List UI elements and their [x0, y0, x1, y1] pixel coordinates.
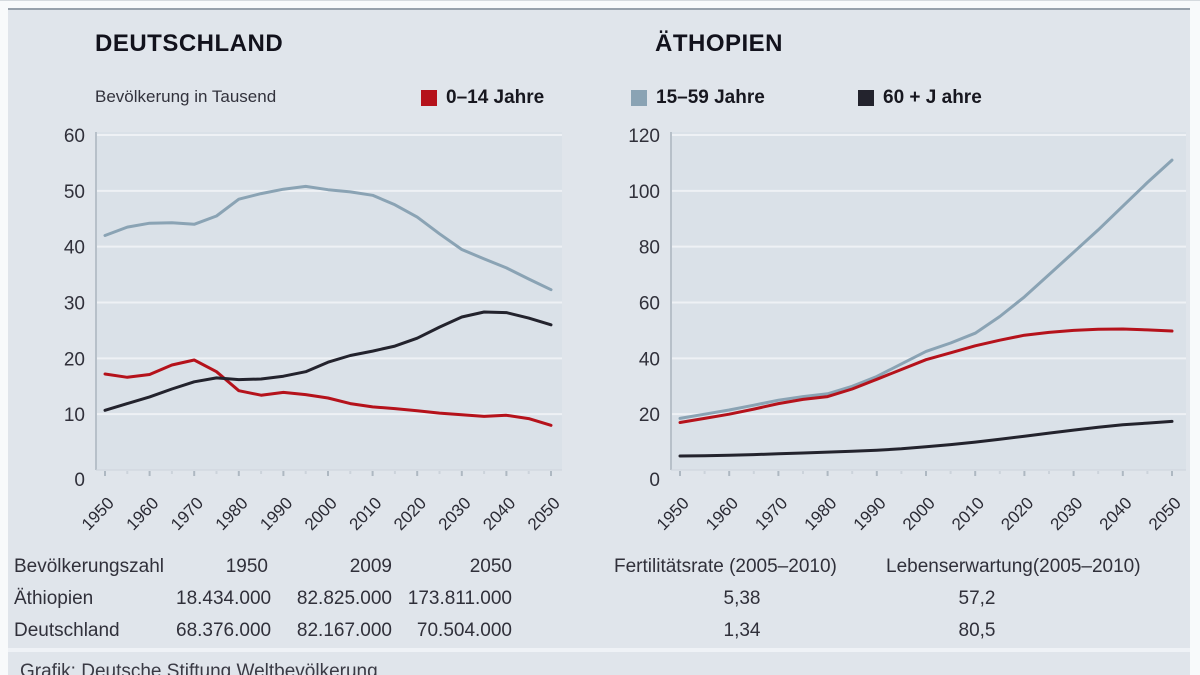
cell-value: 173.811.000 [407, 588, 512, 609]
row-name: Deutschland [14, 620, 120, 641]
y-tick-label: 0 [649, 470, 660, 491]
row-name: Äthiopien [14, 588, 94, 609]
x-tick-label: 2050 [524, 494, 564, 534]
x-tick-label: 2030 [1047, 494, 1087, 534]
fertility-aethiopien: 5,38 [723, 588, 761, 609]
x-tick-label: 1950 [78, 494, 118, 534]
population-table-col-1950: 1950 [225, 556, 268, 577]
population-table-col-2050: 2050 [469, 556, 512, 577]
x-tick-label: 1980 [801, 494, 841, 534]
y-tick-label: 50 [64, 182, 85, 203]
x-tick-label: 2020 [997, 494, 1037, 534]
line-series [678, 419, 1174, 458]
source-caption: Grafik: Deutsche Stiftung Weltbevölkerun… [20, 661, 378, 675]
y-tick-label: 60 [64, 126, 85, 147]
life-expectancy-header: Lebenserwartung(2005–2010) [886, 556, 1141, 577]
y-tick-label: 100 [628, 182, 660, 203]
x-tick-label: 1990 [256, 494, 296, 534]
line-series [103, 310, 553, 412]
population-table-header-row: Bevölkerungszahl 1950 2009 2050 [14, 556, 512, 578]
population-table-col-2009: 2009 [349, 556, 392, 577]
table-row-deutschland: Deutschland 68.376.000 82.167.000 70.504… [14, 620, 512, 642]
y-tick-label: 80 [639, 238, 660, 259]
cell-value: 68.376.000 [176, 620, 272, 641]
x-tick-label: 2050 [1145, 494, 1185, 534]
chart-title-deutschland: DEUTSCHLAND [95, 30, 284, 57]
x-tick-label: 2040 [479, 494, 519, 534]
x-tick-label: 2040 [1096, 494, 1136, 534]
legend-label-0-14: 0–14 Jahre [446, 87, 545, 108]
line-series [103, 184, 553, 292]
y-tick-label: 20 [64, 349, 85, 370]
fertility-rate-header: Fertilitätsrate (2005–2010) [614, 556, 837, 577]
x-tick-label: 1970 [751, 494, 791, 534]
cell-value: 82.167.000 [296, 620, 392, 641]
legend-swatch-0-14-icon [421, 90, 437, 106]
y-tick-label: 120 [628, 126, 660, 147]
legend-item-15-59: 15–59 Jahre [631, 87, 765, 109]
x-tick-label: 2000 [899, 494, 939, 534]
x-tick-label: 1960 [123, 494, 163, 534]
chart-title-aethopien: ÄTHOPIEN [655, 30, 784, 57]
x-tick-label: 2030 [435, 494, 475, 534]
table-row-aethiopien: Äthiopien 18.434.000 82.825.000 173.811.… [14, 588, 512, 610]
y-tick-label: 40 [639, 349, 660, 370]
axis-unit-label: Bevölkerung in Tausend [95, 87, 277, 106]
legend-label-15-59: 15–59 Jahre [656, 87, 765, 108]
y-tick-label: 60 [639, 294, 660, 315]
x-tick-label: 2000 [301, 494, 341, 534]
x-tick-label: 1960 [702, 494, 742, 534]
x-tick-label: 1970 [167, 494, 207, 534]
cell-value: 82.825.000 [296, 588, 392, 609]
life-expectancy-aethiopien: 57,2 [958, 588, 996, 609]
line-series [678, 327, 1174, 424]
x-tick-label: 1990 [850, 494, 890, 534]
cell-value: 18.434.000 [176, 588, 272, 609]
legend-swatch-15-59-icon [631, 90, 647, 106]
y-tick-label: 30 [64, 294, 85, 315]
x-tick-label: 2010 [346, 494, 386, 534]
legend-item-60plus: 60 + J ahre [858, 87, 982, 109]
y-tick-label: 0 [74, 470, 85, 491]
y-tick-label: 10 [64, 405, 85, 426]
legend-label-60plus: 60 + J ahre [883, 87, 982, 108]
top-hairline [0, 0, 1200, 1]
legend-swatch-60plus-icon [858, 90, 874, 106]
x-tick-label: 2010 [948, 494, 988, 534]
fertility-deutschland: 1,34 [723, 620, 761, 641]
life-expectancy-deutschland: 80,5 [958, 620, 996, 641]
x-tick-label: 1950 [653, 494, 693, 534]
cell-value: 70.504.000 [416, 620, 512, 641]
x-tick-label: 1980 [212, 494, 252, 534]
legend-item-0-14: 0–14 Jahre [421, 87, 544, 109]
caption-separator [8, 648, 1190, 652]
line-series [678, 158, 1174, 420]
population-table-label: Bevölkerungszahl [14, 556, 164, 577]
x-tick-label: 2020 [390, 494, 430, 534]
line-series [103, 358, 553, 427]
y-tick-label: 20 [639, 405, 660, 426]
y-tick-label: 40 [64, 238, 85, 259]
